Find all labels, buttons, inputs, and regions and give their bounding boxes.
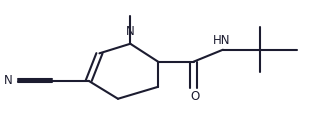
Text: N: N: [126, 25, 135, 38]
Text: O: O: [190, 90, 200, 103]
Text: HN: HN: [213, 34, 230, 47]
Text: N: N: [4, 74, 13, 87]
